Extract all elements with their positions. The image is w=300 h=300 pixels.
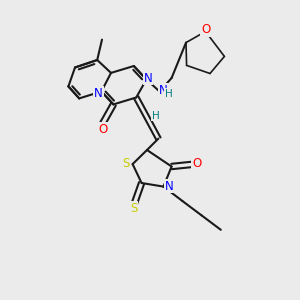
Text: N: N [159, 83, 168, 97]
Text: O: O [192, 157, 201, 170]
Text: N: N [165, 179, 174, 193]
Text: O: O [98, 122, 107, 136]
Text: H: H [165, 89, 173, 99]
Text: S: S [122, 157, 130, 170]
Text: N: N [143, 71, 152, 85]
Text: H: H [152, 111, 160, 121]
Text: O: O [201, 22, 210, 36]
Text: N: N [94, 86, 103, 100]
Text: S: S [130, 202, 137, 215]
